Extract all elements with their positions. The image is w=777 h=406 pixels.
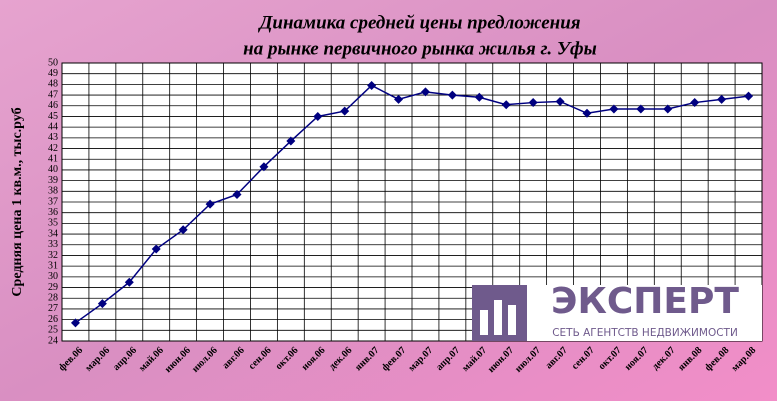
data-point — [367, 80, 377, 90]
y-tick-label: 48 — [48, 79, 58, 90]
y-tick-label: 44 — [48, 121, 58, 132]
y-tick-label: 45 — [48, 111, 58, 122]
y-tick-label: 50 — [48, 57, 58, 68]
y-tick-label: 43 — [48, 132, 58, 143]
y-tick-label: 37 — [48, 196, 58, 207]
y-tick-label: 26 — [48, 314, 58, 325]
data-point — [609, 104, 619, 114]
logo-icon — [508, 305, 516, 335]
y-tick-label: 39 — [48, 175, 58, 186]
data-point — [394, 94, 404, 104]
data-point — [663, 104, 673, 114]
data-point — [151, 244, 161, 254]
y-tick-label: 40 — [48, 164, 58, 175]
logo-icon — [480, 310, 488, 335]
data-point — [178, 225, 188, 235]
y-tick-label: 30 — [48, 271, 58, 282]
data-point — [717, 94, 727, 104]
y-tick-label: 35 — [48, 218, 58, 229]
logo-tagline: СЕТЬ АГЕНТСТВ НЕДВИЖИМОСТИ — [552, 327, 738, 339]
y-tick-label: 25 — [48, 325, 58, 336]
y-tick-label: 38 — [48, 186, 58, 197]
y-tick-label: 42 — [48, 143, 58, 154]
data-point — [501, 100, 511, 110]
chart-title: Динамика средней цены предложения — [257, 12, 580, 33]
data-point — [420, 87, 430, 97]
y-tick-label: 28 — [48, 293, 58, 304]
y-tick-label: 36 — [48, 207, 58, 218]
data-point — [313, 111, 323, 121]
data-point — [528, 98, 538, 108]
data-point — [340, 106, 350, 116]
data-point — [744, 91, 754, 101]
y-tick-label: 33 — [48, 239, 58, 250]
y-tick-label: 31 — [48, 260, 58, 271]
logo-name: ЭКСПЕРТ — [551, 281, 739, 322]
y-tick-label: 47 — [48, 89, 58, 100]
data-point — [232, 190, 242, 200]
data-point — [474, 92, 484, 102]
data-point — [447, 90, 457, 100]
y-tick-label: 29 — [48, 282, 58, 293]
data-point — [70, 318, 80, 328]
data-point — [124, 277, 134, 287]
logo-icon — [494, 300, 502, 335]
chart-subtitle: на рынке первичного рынка жилья г. Уфы — [243, 38, 597, 59]
y-tick-label: 32 — [48, 250, 58, 261]
y-tick-label: 46 — [48, 100, 58, 111]
data-point — [690, 98, 700, 108]
data-point — [555, 96, 565, 106]
data-point — [582, 108, 592, 118]
data-point — [205, 199, 215, 209]
data-point — [97, 299, 107, 309]
data-point — [636, 104, 646, 114]
y-axis-label: Средняя цена 1 кв.м., тыс.руб — [10, 107, 25, 296]
logo: ЭКСПЕРТ СЕТЬ АГЕНТСТВ НЕДВИЖИМОСТИ — [472, 281, 762, 341]
y-tick-label: 49 — [48, 68, 58, 79]
y-tick-label: 34 — [48, 228, 58, 239]
y-tick-label: 24 — [48, 335, 58, 346]
y-tick-label: 41 — [48, 154, 58, 165]
data-point — [259, 162, 269, 172]
data-point — [286, 136, 296, 146]
y-tick-label: 27 — [48, 303, 58, 314]
